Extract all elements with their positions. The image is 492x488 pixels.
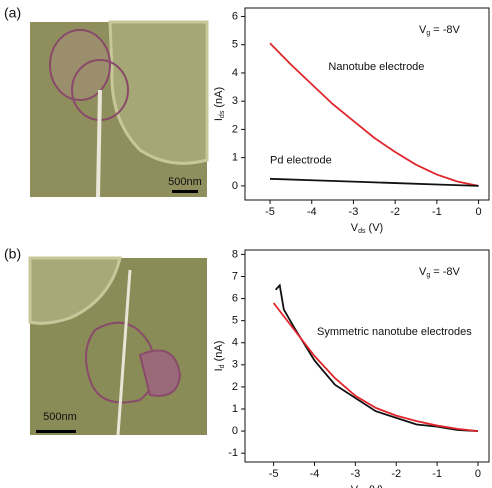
plot-frame — [244, 7, 490, 201]
x-tick-label: -3 — [349, 206, 359, 218]
x-tick-label: -1 — [432, 468, 442, 480]
x-tick-label: -4 — [307, 206, 317, 218]
y-tick-label: 5 — [232, 39, 238, 51]
label-main: V — [351, 484, 359, 488]
plot-frame — [244, 249, 490, 463]
y-tick-label: 2 — [232, 381, 238, 393]
x-tick-label: -5 — [269, 468, 279, 480]
label-main: I — [213, 368, 225, 371]
y-tick-label: 8 — [232, 248, 238, 260]
label-unit: (nA) — [213, 341, 225, 362]
data-line — [269, 42, 479, 187]
label-sub: ds — [358, 228, 366, 235]
annotation-note: Symmetric nanotube electrodes — [317, 326, 472, 338]
y-tick-label: 3 — [232, 359, 238, 371]
y-axis-label: Id (nA) — [213, 341, 226, 372]
label-unit: = -8V — [433, 266, 460, 278]
x-axis-label: Vds(V) — [351, 222, 383, 235]
y-tick-label: 6 — [232, 10, 238, 22]
y-tick-label: -1 — [228, 447, 238, 459]
label-main: V — [351, 222, 359, 234]
label-sub: g — [426, 272, 430, 279]
x-tick-label: 0 — [475, 468, 481, 480]
y-tick-label: 1 — [232, 152, 238, 164]
label-sub: g — [426, 30, 430, 37]
x-tick-label: -5 — [265, 206, 275, 218]
y-tick-label: 2 — [232, 123, 238, 135]
label-unit: = -8V — [433, 24, 460, 36]
x-tick-label: 0 — [476, 206, 482, 218]
y-tick-label: 1 — [232, 403, 238, 415]
panel-label: (a) — [4, 5, 21, 21]
y-tick-label: 0 — [232, 180, 238, 192]
x-tick-label: -3 — [350, 468, 360, 480]
panel-label: (b) — [4, 246, 21, 262]
micrograph — [28, 256, 207, 436]
scale-bar-label: 500nm — [168, 176, 202, 188]
x-tick-label: -4 — [310, 468, 320, 480]
label-sub: d — [219, 364, 226, 368]
label-unit: (V) — [369, 484, 384, 488]
data-line — [272, 302, 479, 432]
label-main: I — [213, 118, 225, 121]
data-line — [269, 177, 479, 187]
y-tick-label: 5 — [232, 315, 238, 327]
series-label: Pd electrode — [270, 154, 332, 166]
y-tick-label: 3 — [232, 95, 238, 107]
scale-bar-label: 500nm — [43, 411, 77, 423]
label-unit: (V) — [369, 222, 384, 234]
label-sub: ds — [219, 110, 226, 118]
label-unit: (nA) — [213, 87, 225, 108]
x-tick-label: -2 — [390, 206, 400, 218]
y-tick-label: 0 — [232, 425, 238, 437]
x-axis-label: Vds(V) — [351, 484, 383, 488]
series-label: Nanotube electrode — [328, 61, 424, 73]
label-main: V — [419, 266, 427, 278]
data-line — [274, 283, 479, 432]
micrograph — [30, 20, 209, 198]
annotation: Vg = -8V — [419, 266, 461, 279]
x-tick-label: -1 — [432, 206, 442, 218]
annotation: Vg = -8V — [419, 24, 461, 37]
y-tick-label: 7 — [232, 270, 238, 282]
y-tick-label: 6 — [232, 292, 238, 304]
x-tick-label: -2 — [391, 468, 401, 480]
y-tick-label: 4 — [232, 337, 238, 349]
y-axis-label: Ids (nA) — [213, 87, 226, 121]
y-tick-label: 4 — [232, 67, 238, 79]
label-main: V — [419, 24, 427, 36]
